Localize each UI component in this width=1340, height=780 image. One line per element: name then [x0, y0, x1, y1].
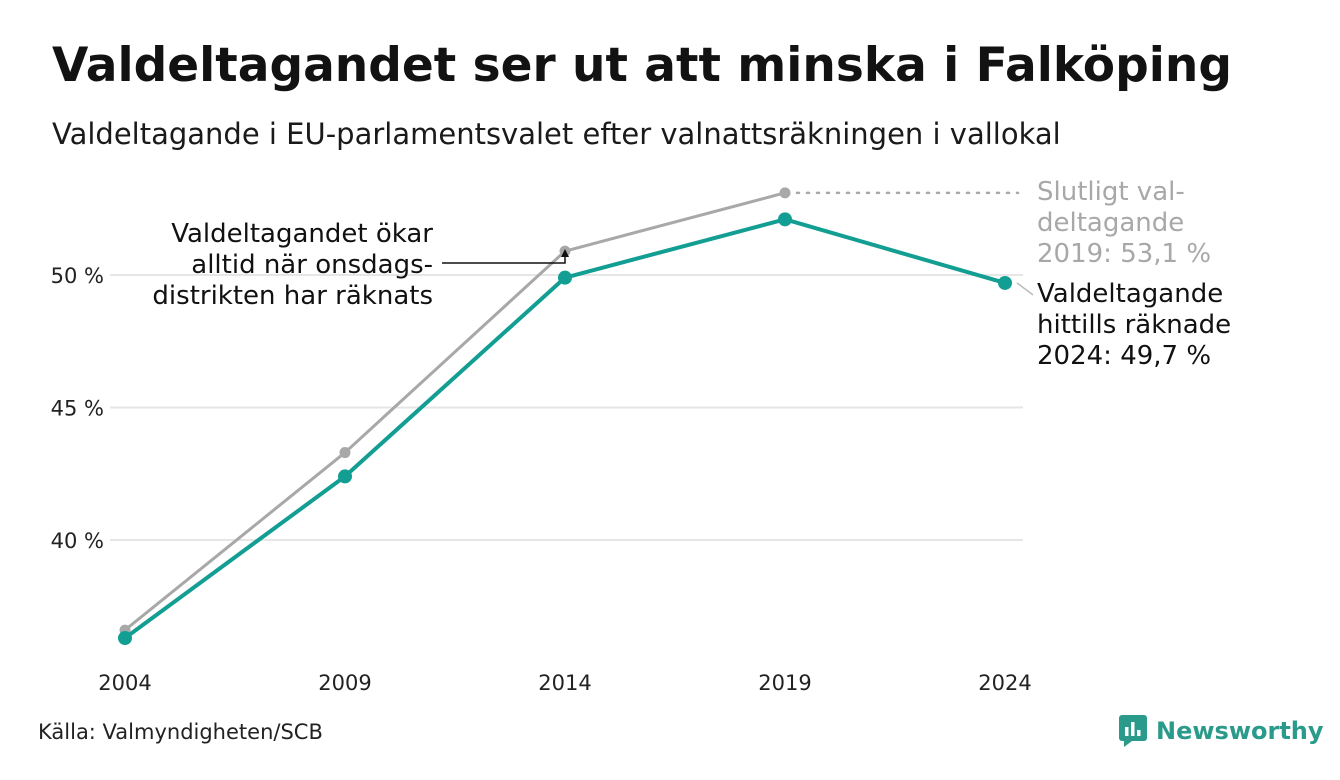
counted-turnout-point	[998, 275, 1012, 290]
final-turnout-point	[339, 447, 351, 459]
annotation-arrow	[442, 252, 566, 264]
source-note: Källa: Valmyndigheten/SCB	[38, 720, 323, 744]
wednesday-annotation: distrikten har räknats	[152, 281, 433, 311]
final-turnout-label: 2019: 53,1 %	[1037, 239, 1211, 269]
counted-turnout-point	[338, 469, 352, 484]
final-turnout-point	[779, 187, 791, 199]
newsworthy-logo-icon	[1119, 715, 1147, 747]
final-turnout-label: Slutligt val-	[1037, 177, 1185, 207]
chart-subtitle: Valdeltagande i EU-parlamentsvalet efter…	[52, 117, 1061, 151]
newsworthy-logo: Newsworthy	[1118, 714, 1324, 748]
x-tick-label: 2004	[98, 671, 151, 695]
final-turnout-label: deltagande	[1037, 208, 1184, 238]
final-turnout-line	[124, 191, 786, 632]
y-tick-label: 50 %	[51, 264, 104, 288]
wednesday-annotation: Valdeltagandet ökar	[171, 219, 433, 249]
counted-turnout-point	[778, 212, 792, 227]
chart-title: Valdeltagandet ser ut att minska i Falkö…	[52, 38, 1232, 93]
counted-turnout-label: Valdeltagande	[1037, 279, 1223, 309]
wednesday-annotation: alltid när onsdags-	[191, 250, 433, 280]
counted-turnout-label: hittills räknade	[1037, 310, 1231, 340]
annotation-arrowhead	[561, 249, 569, 257]
y-tick-label: 40 %	[51, 529, 104, 553]
counted-turnout-point	[558, 270, 572, 285]
x-tick-label: 2014	[538, 671, 591, 695]
counted-label-leader	[1016, 282, 1034, 296]
logo-text: Newsworthy	[1156, 717, 1324, 745]
counted-turnout-point	[118, 631, 132, 646]
x-tick-label: 2024	[978, 671, 1031, 695]
y-tick-label: 45 %	[51, 397, 104, 421]
x-tick-label: 2009	[318, 671, 371, 695]
x-tick-label: 2019	[758, 671, 811, 695]
counted-turnout-label: 2024: 49,7 %	[1037, 341, 1211, 371]
